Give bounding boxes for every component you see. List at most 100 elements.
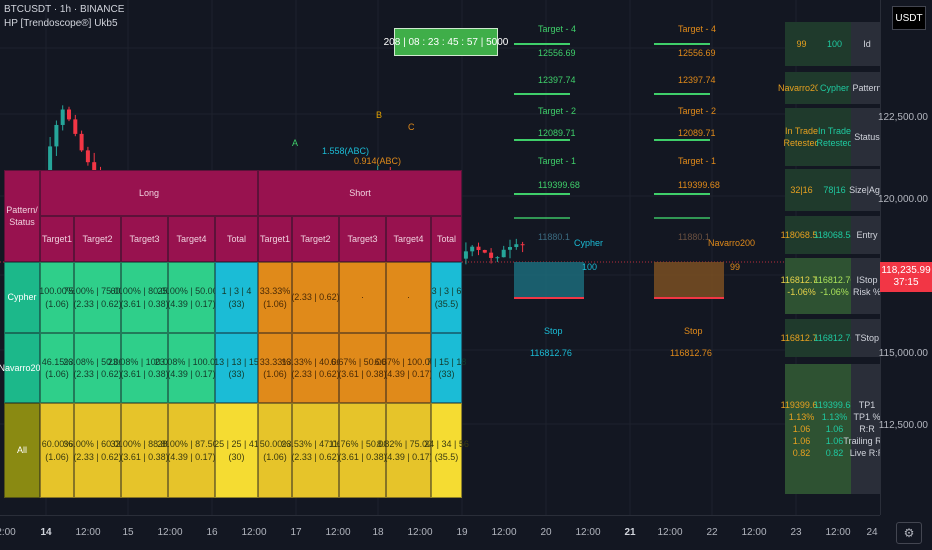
stats-cell: 36.00% | 60.00% (2.33 | 0.62)	[63, 403, 132, 498]
candle-body	[67, 109, 71, 120]
stats-cell: 60.00% (1.06)	[40, 403, 74, 498]
target-header-cell: Total	[215, 216, 258, 262]
stats-cell-value: 23.08% | 50.00% (2.33 | 0.62)	[63, 356, 132, 379]
stats-cell-value: 33.33% (1.06)	[259, 286, 291, 309]
time-label: 12:00	[75, 527, 101, 538]
stats-cell-value: 13.33% | 40.00% (2.33 | 0.62)	[281, 356, 350, 379]
stats-cell: 1 | 3 | 4 (33)	[215, 262, 258, 333]
target-header-cell: Target2	[74, 216, 121, 262]
timer-badge: 208 | 08 : 23 : 45 : 57 | 5000	[384, 28, 508, 56]
stats-cell-value: 13 | 13 | 15 (33)	[214, 356, 259, 379]
time-label: 22	[706, 527, 718, 538]
stats-cell-value: 8.82% | 75.00% (4.39 | 0.17)	[376, 439, 441, 462]
stats-cell: ·	[386, 262, 431, 333]
pattern-name-right: Navarro200	[708, 238, 756, 248]
trade-info-cell: Cypher	[818, 72, 851, 104]
time-label: 2:00	[0, 527, 16, 538]
stats-cell-value: 6.67% | 50.00% (3.61 | 0.38)	[330, 356, 395, 379]
target4-label-left: Target - 4	[538, 24, 577, 34]
target-header-cell: Target1	[40, 216, 74, 262]
trade-info-cell: 116812.76 -1.06%	[814, 258, 855, 314]
stats-cell: 50.00% (1.06)	[258, 403, 292, 498]
corner-header: Pattern/ Status	[4, 170, 40, 262]
target3-value-right: 12397.74	[678, 75, 716, 85]
projection-box-left	[514, 262, 584, 298]
time-label: 17	[290, 527, 302, 538]
trade-info-value: 116812.76 -1.06%	[780, 274, 823, 297]
stats-cell: 11.76% | 50.00% (3.61 | 0.38)	[329, 403, 396, 498]
current-price-tag: 118,235.99 37:15	[880, 262, 932, 292]
target3-value-left: 12397.74	[538, 75, 576, 85]
time-label: 18	[372, 527, 384, 538]
stats-cell-value: 36.00% | 60.00% (2.33 | 0.62)	[63, 439, 132, 462]
target2-label-left: Target - 2	[538, 106, 577, 116]
time-label: 16	[206, 527, 218, 538]
stats-cell: 23.08% | 100.00% (4.39 | 0.17)	[155, 333, 228, 403]
trade-info-cell: 116812.76	[814, 319, 855, 357]
candle-body	[489, 252, 494, 258]
target-header-cell: Total	[431, 216, 462, 262]
stats-cell: 7 | 15 | 18 (33)	[427, 333, 466, 403]
stats-cell: 13.33% | 40.00% (2.33 | 0.62)	[281, 333, 350, 403]
stats-cell: 25 | 25 | 41 (30)	[214, 403, 259, 498]
short-header: Short	[258, 170, 462, 216]
stats-cell: 33.33% (1.06)	[258, 262, 292, 333]
trade-info-label-cell: Status	[851, 108, 883, 166]
time-label: 12:00	[825, 527, 851, 538]
candle-body	[476, 246, 481, 251]
candle-body	[92, 162, 97, 172]
trade-info-value: 116812.76	[780, 332, 823, 343]
candle-body	[520, 244, 525, 246]
trade-info-label: Pattern	[852, 82, 882, 93]
settings-gear-icon[interactable]: ⚙	[896, 522, 922, 544]
trade-info-cell: 116812.76	[781, 319, 822, 357]
candle-body	[60, 109, 65, 125]
time-axis[interactable]: 2:00 14 12:00 15 12:00 16 12:00 17 12:00 18 12:00 1…	[0, 515, 880, 550]
trade-info-cell: 78|16	[818, 169, 851, 211]
trade-info-value: 32|16	[790, 184, 813, 195]
trade-info-cell: 118068.54	[814, 216, 855, 254]
target2-label-right: Target - 2	[678, 106, 717, 116]
stats-cell-value: 60.00% | 80.00% (3.61 | 0.38)	[110, 286, 179, 309]
currency-button[interactable]: USDT	[892, 6, 926, 30]
stats-cell: 75.00% | 75.00% (2.33 | 0.62)	[63, 262, 132, 333]
stats-cell: 23.08% | 100.00% (3.61 | 0.38)	[108, 333, 181, 403]
target-header-cell: Target3	[121, 216, 168, 262]
trade-info-value: Navarro200	[777, 82, 826, 93]
time-label: 12:00	[575, 527, 601, 538]
row-label: All	[4, 403, 40, 498]
time-label: 12:00	[741, 527, 767, 538]
target2-value-left: 12089.71	[538, 128, 576, 138]
trade-info-label-cell: Entry	[851, 216, 883, 254]
trade-info-value: 100	[826, 38, 843, 49]
trade-info-cell: 119399.68 1.13% 1.06 1.06 0.82	[814, 364, 855, 494]
stats-cell: 24 | 34 | 56 (35.5)	[424, 403, 469, 498]
long-header: Long	[40, 170, 258, 216]
stats-cell: 33.33% (1.06)	[258, 333, 292, 403]
trade-info-cell: 100	[818, 22, 851, 66]
time-label: 12:00	[407, 527, 433, 538]
stats-cell-value: 32.00% | 88.89% (3.61 | 0.38)	[110, 439, 179, 462]
stats-cell: 6.67% | 50.00% (3.61 | 0.38)	[331, 333, 394, 403]
time-label: 19	[456, 527, 468, 538]
trade-info-value: In Trade Retested	[783, 125, 820, 148]
pattern-stats-table: Pattern/ Status Long Short Target1 Target…	[0, 170, 469, 498]
stats-cell-value: 24 | 34 | 56 (35.5)	[424, 439, 469, 462]
trade-info-value: 78|16	[823, 184, 846, 195]
trade-info-value: 119399.68 1.13% 1.06 1.06 0.82	[813, 399, 856, 459]
stop-value-left: 116812.76	[530, 348, 572, 358]
price-scale[interactable]: USDT 122,500.00 120,000.00 115,000.00 11…	[877, 0, 932, 515]
trade-info-cell: 118068.54	[781, 216, 822, 254]
time-label: 12:00	[241, 527, 267, 538]
price-label: 122,500.00	[877, 112, 928, 123]
trade-info-cell: 32|16	[785, 169, 818, 211]
price-label: 112,500.00	[878, 420, 928, 431]
candle-body	[463, 251, 468, 259]
stats-cell-value: 28.00% | 87.50% (4.39 | 0.17)	[157, 439, 226, 462]
target-header-cell: Target4	[386, 216, 431, 262]
time-label: 12:00	[325, 527, 351, 538]
row-label: Cypher	[4, 262, 40, 333]
target4-label-right: Target - 4	[678, 24, 717, 34]
stats-cell-value: ·	[407, 292, 410, 303]
trade-info-label-cell: Id	[851, 22, 883, 66]
